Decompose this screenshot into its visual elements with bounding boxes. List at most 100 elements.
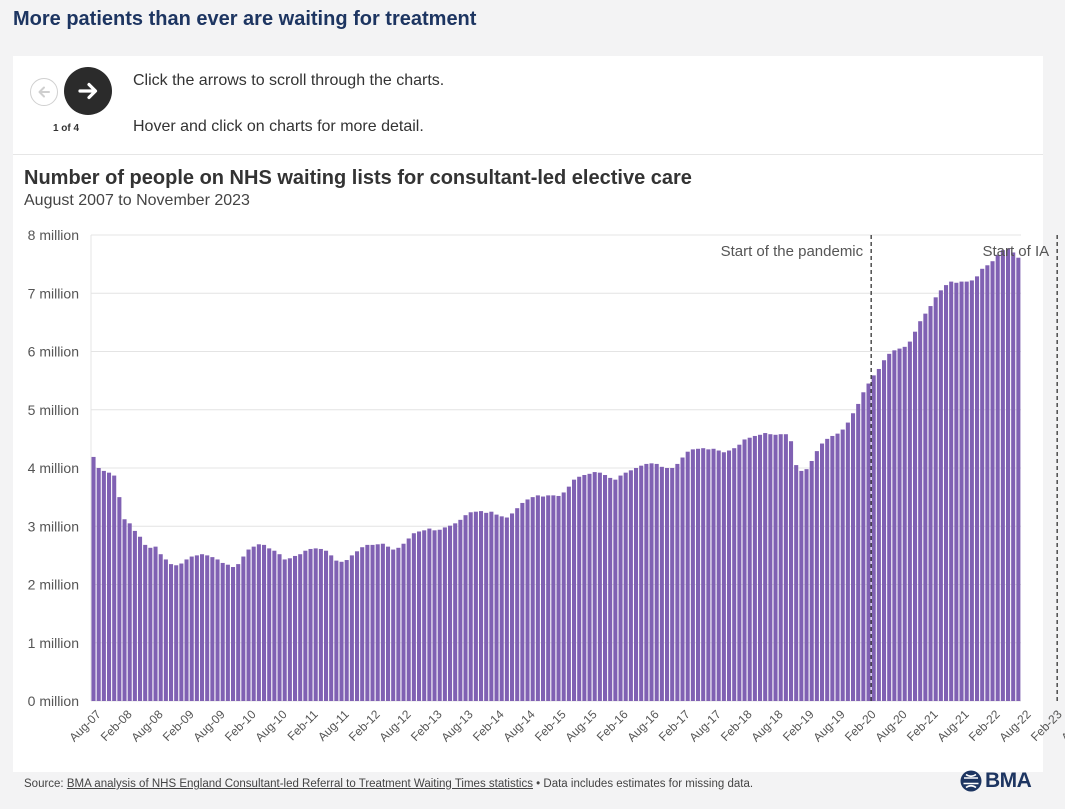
bar [437, 529, 442, 701]
bar [830, 435, 835, 701]
bma-logo[interactable]: BMA [960, 768, 1032, 794]
bar [355, 551, 360, 701]
bar [763, 433, 768, 701]
x-tick-label: Aug-13 [438, 707, 475, 744]
x-tick-label: Aug-08 [128, 707, 165, 744]
bar [907, 341, 912, 701]
bar [499, 516, 504, 701]
bar [458, 519, 463, 701]
x-tick-label: Feb-12 [346, 707, 383, 744]
y-tick-label: 4 million [28, 460, 79, 476]
bar [572, 479, 577, 701]
x-tick-label: Aug-19 [810, 707, 847, 744]
bar [887, 353, 892, 701]
chart-subtitle: August 2007 to November 2023 [24, 192, 250, 209]
bar [913, 331, 918, 701]
bar [995, 254, 1000, 701]
bar [127, 523, 132, 701]
chart-navigation: 1 of 4 Click the arrows to scroll throug… [13, 56, 1043, 155]
bar [494, 514, 499, 701]
bar [463, 515, 468, 701]
bar [845, 422, 850, 701]
bar [649, 463, 654, 701]
bar [313, 548, 318, 701]
previous-chart-button[interactable] [30, 78, 58, 106]
bar [608, 477, 613, 701]
bar [794, 465, 799, 701]
bar [897, 348, 902, 701]
bar [546, 495, 551, 701]
bar [158, 554, 163, 701]
bar [840, 429, 845, 701]
bar [685, 451, 690, 701]
bar [272, 550, 277, 701]
bar [613, 479, 618, 701]
bar [861, 392, 866, 701]
bar [148, 547, 153, 701]
x-tick-label: Aug-12 [376, 707, 413, 744]
bar [349, 555, 354, 701]
bar [768, 434, 773, 701]
bma-globe-icon [960, 770, 982, 792]
x-tick-label: Aug-20 [872, 707, 909, 744]
bar [334, 560, 339, 701]
bar [954, 282, 959, 701]
x-tick-label: Aug-15 [562, 707, 599, 744]
bar [551, 495, 556, 701]
bar [535, 495, 540, 701]
bar [132, 530, 137, 701]
bar [143, 544, 148, 701]
bar [287, 558, 292, 701]
x-tick-label: Feb-17 [656, 707, 693, 744]
next-chart-edge-icon [1043, 246, 1065, 286]
bar [380, 543, 385, 701]
bar [856, 403, 861, 701]
bar [267, 548, 272, 701]
bar [422, 530, 427, 701]
x-tick-label: Feb-08 [98, 707, 135, 744]
bma-logo-text: BMA [985, 769, 1032, 792]
x-tick-label: Feb-22 [966, 707, 1003, 744]
bar [603, 474, 608, 701]
bar [411, 533, 416, 701]
y-tick-label: 5 million [28, 402, 79, 418]
bar [696, 448, 701, 701]
bar [799, 470, 804, 701]
bar [933, 297, 938, 701]
bar [210, 557, 215, 701]
bar [659, 466, 664, 701]
bar [293, 555, 298, 701]
bar [184, 559, 189, 701]
bar [706, 449, 711, 701]
x-tick-label: Feb-16 [594, 707, 631, 744]
bar [448, 525, 453, 701]
bar [556, 495, 561, 701]
next-chart-button[interactable] [64, 67, 112, 115]
bar [525, 499, 530, 701]
waiting-list-chart[interactable]: 0 million 1 million 2 million 3 million 4 mi… [0, 0, 1065, 770]
bar [107, 472, 112, 701]
bar [985, 265, 990, 701]
bar [964, 281, 969, 701]
bar [215, 559, 220, 701]
bar [375, 544, 380, 701]
bar [241, 556, 246, 701]
arrow-left-icon [38, 86, 50, 98]
bar [391, 549, 396, 701]
bar [990, 261, 995, 701]
bar [174, 565, 179, 701]
bar [1016, 257, 1021, 701]
bar [453, 523, 458, 701]
bar [530, 497, 535, 701]
bar [200, 554, 205, 701]
y-tick-label: 6 million [28, 344, 79, 360]
bar [918, 321, 923, 701]
bar [479, 511, 484, 701]
source-link[interactable]: BMA analysis of NHS England Consultant-l… [66, 778, 533, 790]
bar [742, 439, 747, 701]
bar [432, 530, 437, 701]
bar [690, 449, 695, 701]
bar [360, 547, 365, 701]
bar [639, 465, 644, 701]
x-tick-label: Aug-16 [624, 707, 661, 744]
